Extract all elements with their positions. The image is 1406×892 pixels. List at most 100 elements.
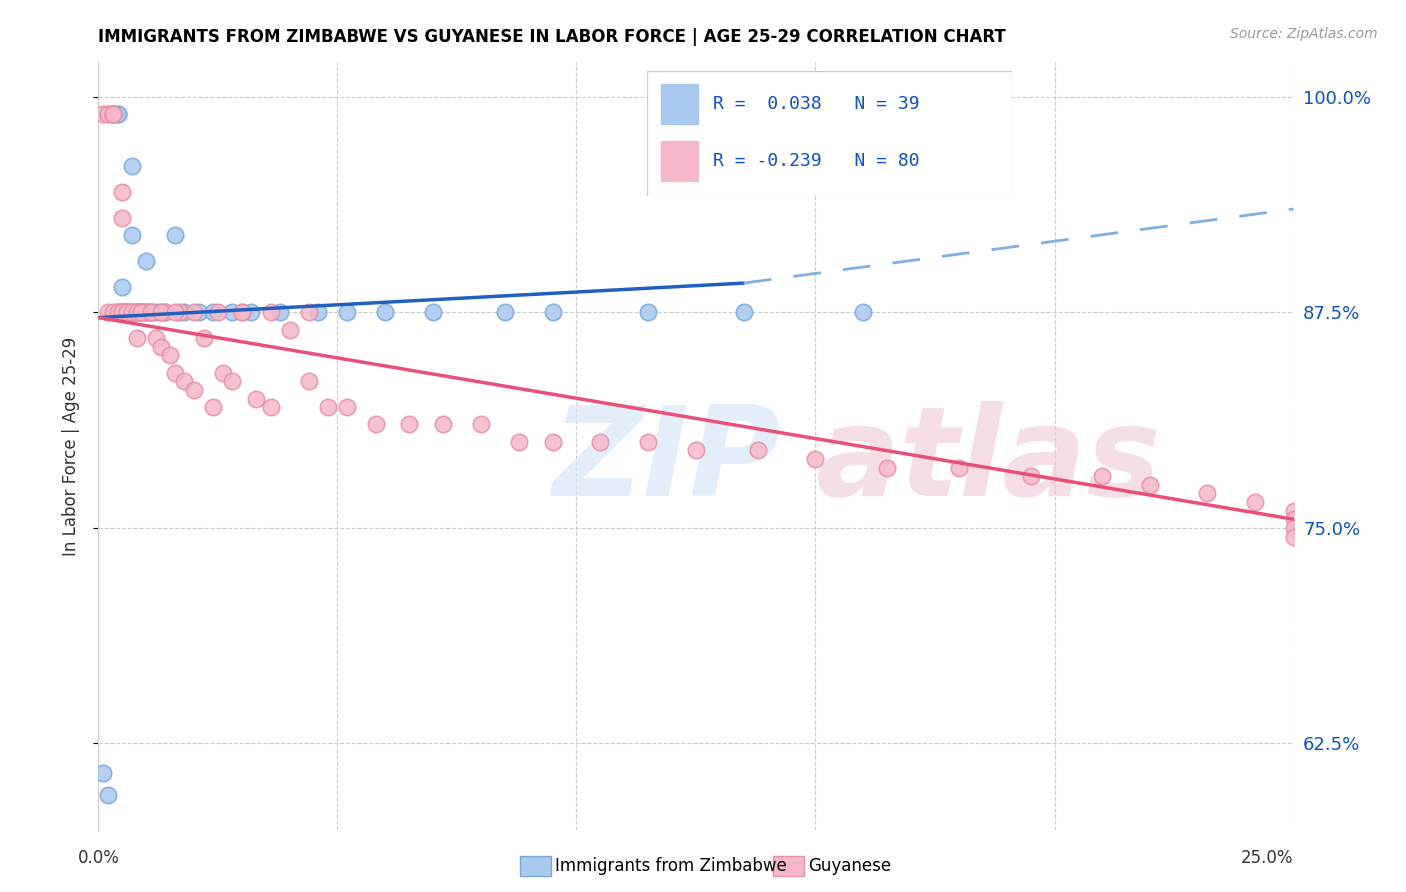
Point bbox=[107, 305, 129, 319]
Point bbox=[115, 305, 138, 319]
Point bbox=[149, 305, 172, 319]
Point bbox=[91, 765, 114, 780]
Point bbox=[155, 305, 177, 319]
Point bbox=[1139, 477, 1161, 491]
Text: 0.0%: 0.0% bbox=[77, 849, 120, 867]
Bar bbox=[661, 84, 697, 124]
Point bbox=[231, 305, 253, 319]
Point bbox=[97, 107, 120, 121]
Point bbox=[804, 451, 827, 466]
Point bbox=[121, 305, 143, 319]
Point bbox=[145, 331, 167, 345]
Y-axis label: In Labor Force | Age 25-29: In Labor Force | Age 25-29 bbox=[62, 336, 80, 556]
Point bbox=[121, 305, 143, 319]
Point bbox=[259, 401, 281, 415]
Point bbox=[193, 331, 215, 345]
Point bbox=[101, 107, 124, 121]
Text: Source: ZipAtlas.com: Source: ZipAtlas.com bbox=[1230, 27, 1378, 41]
Text: R = -0.239   N = 80: R = -0.239 N = 80 bbox=[713, 153, 920, 170]
Point bbox=[221, 305, 243, 319]
Point bbox=[432, 417, 454, 432]
Point bbox=[364, 417, 387, 432]
Point bbox=[876, 460, 898, 475]
Point bbox=[125, 305, 148, 319]
Point bbox=[173, 305, 195, 319]
Point bbox=[259, 305, 281, 319]
Point bbox=[163, 366, 186, 380]
Point bbox=[685, 443, 707, 458]
Point bbox=[131, 305, 153, 319]
Point bbox=[101, 107, 124, 121]
Point bbox=[245, 392, 267, 406]
Point bbox=[115, 305, 138, 319]
Point bbox=[298, 375, 321, 389]
Point bbox=[494, 305, 516, 319]
Point bbox=[278, 323, 301, 337]
Point bbox=[139, 305, 162, 319]
Point bbox=[125, 331, 148, 345]
Point bbox=[1019, 469, 1042, 483]
Point bbox=[207, 305, 229, 319]
Point bbox=[173, 375, 195, 389]
Point bbox=[1282, 529, 1305, 543]
Point bbox=[1091, 469, 1114, 483]
Point bbox=[149, 305, 172, 319]
Point bbox=[125, 305, 148, 319]
Point bbox=[131, 305, 153, 319]
Point bbox=[422, 305, 444, 319]
Text: 25.0%: 25.0% bbox=[1241, 849, 1294, 867]
Point bbox=[747, 443, 769, 458]
Point bbox=[107, 305, 129, 319]
Point bbox=[131, 305, 153, 319]
Bar bbox=[661, 141, 697, 181]
Point bbox=[111, 279, 134, 293]
Point bbox=[1244, 495, 1267, 509]
Point bbox=[107, 305, 129, 319]
Point bbox=[948, 460, 970, 475]
Point bbox=[183, 305, 205, 319]
Point bbox=[398, 417, 420, 432]
Point bbox=[541, 305, 564, 319]
Text: atlas: atlas bbox=[815, 401, 1161, 522]
Point bbox=[115, 305, 138, 319]
Point bbox=[637, 305, 659, 319]
Point bbox=[163, 305, 186, 319]
Point bbox=[139, 305, 162, 319]
Point bbox=[135, 305, 157, 319]
Point bbox=[131, 305, 153, 319]
Point bbox=[121, 227, 143, 242]
Text: Guyanese: Guyanese bbox=[808, 857, 891, 875]
Point bbox=[107, 107, 129, 121]
Point bbox=[111, 305, 134, 319]
Point bbox=[91, 107, 114, 121]
Point bbox=[307, 305, 329, 319]
Point bbox=[97, 107, 120, 121]
FancyBboxPatch shape bbox=[647, 71, 1012, 196]
Point bbox=[589, 434, 612, 449]
Point bbox=[111, 185, 134, 199]
Point bbox=[155, 305, 177, 319]
Text: ZIP: ZIP bbox=[553, 401, 782, 522]
Point bbox=[183, 383, 205, 397]
Point bbox=[121, 159, 143, 173]
Point bbox=[1282, 503, 1305, 517]
Point bbox=[97, 305, 120, 319]
Point bbox=[111, 305, 134, 319]
Point bbox=[135, 253, 157, 268]
Point bbox=[101, 107, 124, 121]
Point bbox=[101, 107, 124, 121]
Point bbox=[121, 305, 143, 319]
Point bbox=[336, 401, 359, 415]
Point bbox=[163, 227, 186, 242]
Point bbox=[159, 349, 181, 363]
Point bbox=[211, 366, 233, 380]
Text: R =  0.038   N = 39: R = 0.038 N = 39 bbox=[713, 95, 920, 112]
Point bbox=[240, 305, 263, 319]
Point bbox=[202, 305, 225, 319]
Point bbox=[111, 211, 134, 225]
Point bbox=[316, 401, 339, 415]
Text: Immigrants from Zimbabwe: Immigrants from Zimbabwe bbox=[555, 857, 787, 875]
Point bbox=[269, 305, 291, 319]
Point bbox=[298, 305, 321, 319]
Point bbox=[125, 305, 148, 319]
